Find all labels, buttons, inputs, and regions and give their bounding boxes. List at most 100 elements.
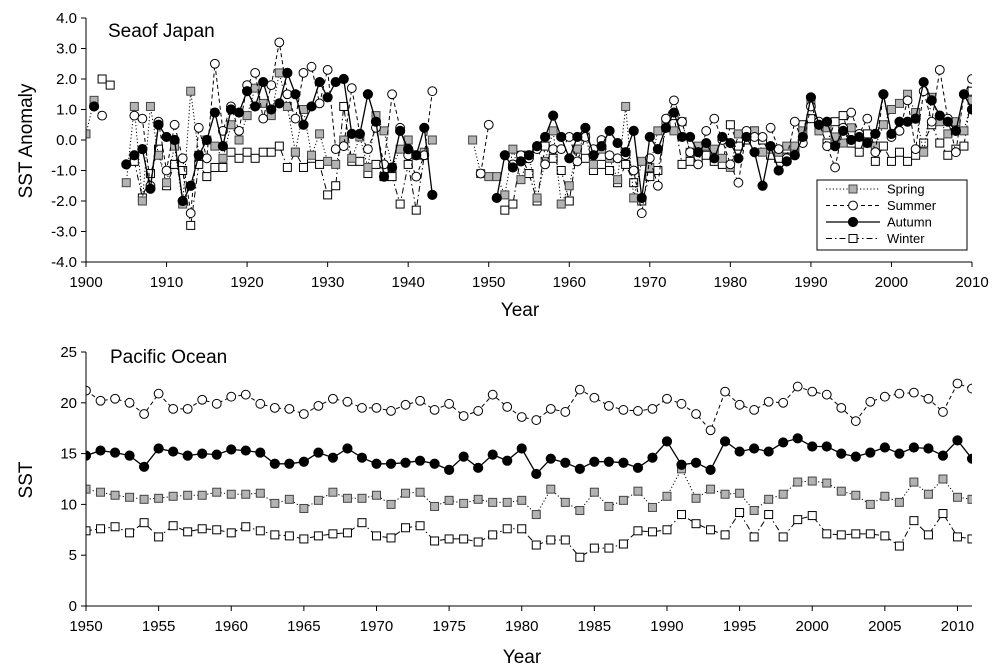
data-point-autumn <box>298 456 309 467</box>
data-point-summer <box>483 119 494 130</box>
data-point-winter <box>266 147 276 157</box>
data-point-spring <box>851 490 861 500</box>
data-point-autumn <box>918 76 929 88</box>
data-point-winter <box>575 552 585 562</box>
data-point-summer <box>137 113 148 124</box>
data-point-winter <box>621 159 631 169</box>
series-summer <box>86 378 972 436</box>
data-point-spring <box>532 193 542 203</box>
data-point-winter <box>903 156 913 166</box>
data-point-summer <box>284 403 295 414</box>
data-point-winter <box>186 220 196 230</box>
data-point-summer <box>250 68 261 78</box>
data-point-summer <box>86 385 91 396</box>
data-point-spring <box>315 129 325 139</box>
data-point-spring <box>502 497 512 507</box>
data-point-autumn <box>338 73 349 85</box>
data-point-winter <box>139 518 149 528</box>
data-point-spring <box>589 487 599 497</box>
data-point-autumn <box>719 436 731 447</box>
data-point-autumn <box>327 452 339 463</box>
data-point-winter <box>355 156 365 166</box>
data-point-winter <box>226 528 236 538</box>
data-point-winter <box>500 205 510 215</box>
x-tick-label: 1920 <box>230 274 263 291</box>
data-point-winter <box>909 516 919 526</box>
data-point-spring <box>645 162 655 172</box>
y-tick-label: -1.0 <box>51 163 77 180</box>
data-point-winter <box>411 205 421 215</box>
data-point-autumn <box>717 131 728 143</box>
data-point-autumn <box>564 153 575 164</box>
data-point-winter <box>854 147 864 157</box>
data-point-winter <box>125 528 135 538</box>
data-point-winter <box>258 147 268 157</box>
data-point-winter <box>830 117 840 127</box>
data-point-autumn <box>807 441 818 452</box>
data-point-spring <box>764 494 774 504</box>
data-point-winter <box>517 524 527 534</box>
data-point-summer <box>458 411 469 421</box>
data-point-spring <box>121 178 131 188</box>
data-point-winter <box>145 169 155 179</box>
data-point-summer <box>938 407 948 417</box>
axes-layer: 1900 1910 1920 1930 1940 1950 1960 1970 1980 1990… <box>51 10 989 291</box>
data-point-autumn <box>870 128 881 139</box>
x-tick-label: 2005 <box>868 618 901 635</box>
data-point-winter <box>298 162 308 172</box>
data-point-spring <box>307 150 317 160</box>
data-point-winter <box>250 153 260 163</box>
data-point-winter <box>168 521 178 531</box>
data-point-autumn <box>129 150 140 161</box>
data-point-spring <box>564 181 574 191</box>
data-point-spring <box>468 135 478 145</box>
data-point-summer <box>110 393 120 404</box>
y-tick-label: -4.0 <box>51 254 77 271</box>
data-point-winter <box>865 529 875 539</box>
data-point-summer <box>725 159 736 170</box>
x-tick-label: 1985 <box>578 618 611 635</box>
data-point-winter <box>502 524 512 534</box>
chart-sea-of-japan: 1900 1910 1920 1930 1940 1950 1960 1970 1980 1990… <box>16 10 989 321</box>
data-point-spring <box>822 478 832 488</box>
data-point-spring <box>952 492 962 502</box>
data-point-summer <box>865 396 876 407</box>
data-point-spring <box>556 199 566 209</box>
data-point-autumn <box>197 448 208 459</box>
y-tick-label: 15 <box>60 446 77 463</box>
data-point-winter <box>878 141 888 151</box>
data-point-autumn <box>705 464 716 475</box>
chart-pacific-ocean: 1950 1955 1960 1965 1970 1975 1980 1985 1990 1995… <box>16 344 974 668</box>
data-point-winter <box>596 159 606 169</box>
data-point-autumn <box>282 67 293 79</box>
data-point-spring <box>621 101 631 111</box>
data-point-autumn <box>153 119 164 130</box>
data-point-spring <box>427 135 437 145</box>
data-point-summer <box>427 86 438 97</box>
data-point-autumn <box>838 125 849 136</box>
data-point-summer <box>169 119 180 130</box>
data-point-summer <box>934 64 945 75</box>
data-point-spring <box>865 499 875 509</box>
data-point-autumn <box>574 463 585 474</box>
data-point-winter <box>241 522 251 532</box>
data-point-summer <box>371 402 382 413</box>
data-point-autumn <box>491 192 502 204</box>
data-point-winter <box>110 522 120 532</box>
data-point-autumn <box>886 128 897 139</box>
data-point-autumn <box>502 455 513 466</box>
data-point-spring <box>959 126 969 136</box>
data-point-winter <box>895 147 905 157</box>
data-point-spring <box>669 126 679 136</box>
data-point-winter <box>556 166 566 175</box>
data-point-summer <box>161 165 172 176</box>
data-point-winter <box>415 521 425 531</box>
data-point-summer <box>322 64 333 75</box>
data-point-winter <box>894 541 904 551</box>
data-point-summer <box>357 402 367 413</box>
x-tick-label: 2010 <box>955 274 988 291</box>
data-point-winter <box>401 523 411 533</box>
data-point-summer <box>807 386 818 397</box>
data-point-summer <box>850 416 861 426</box>
data-point-autumn <box>403 144 414 155</box>
